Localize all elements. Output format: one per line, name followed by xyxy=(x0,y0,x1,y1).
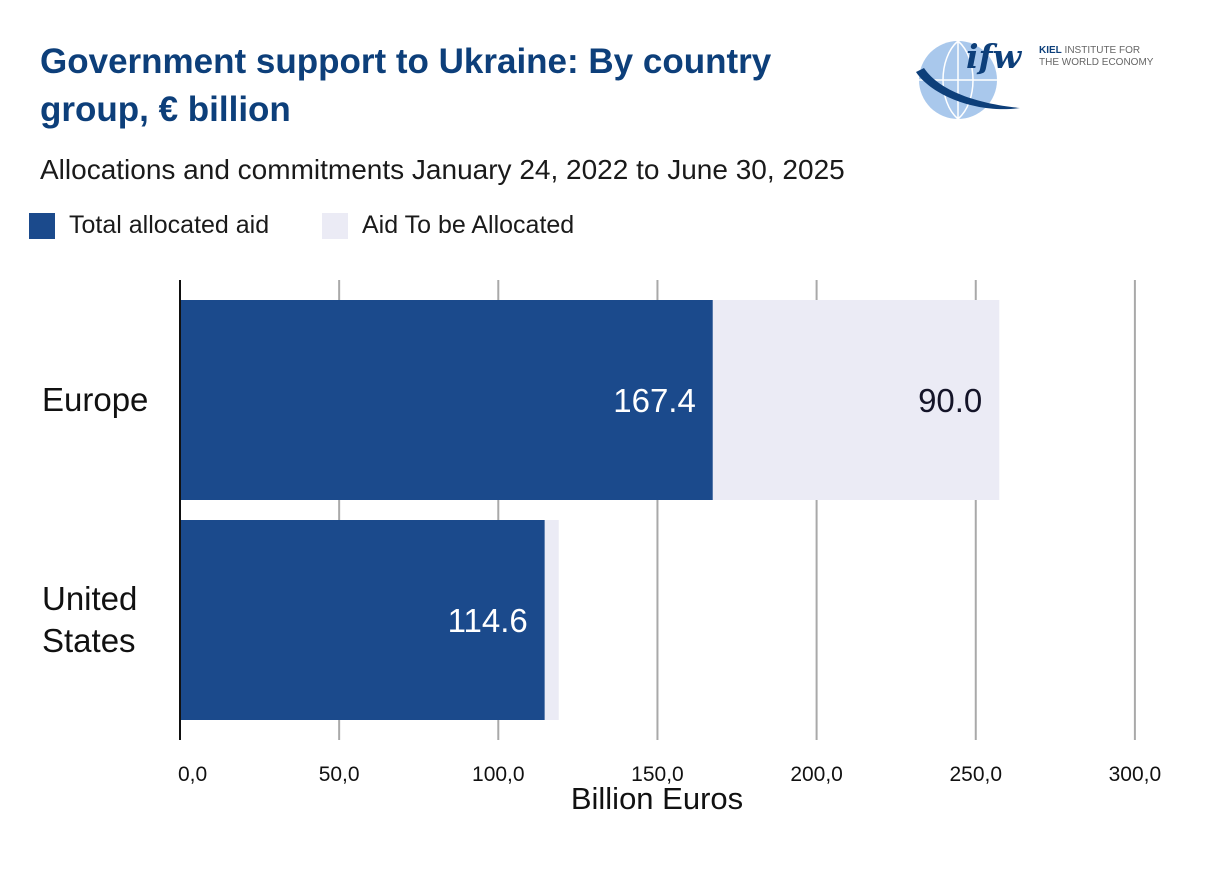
x-tick-label: 300,0 xyxy=(1109,763,1162,786)
x-tick-label: 200,0 xyxy=(790,763,843,786)
logo-line2: THE WORLD ECONOMY xyxy=(1039,57,1154,68)
bar-chart: 167.4 90.0 Europe 114.6 United States 0,0 50,0 1… xyxy=(42,280,1162,816)
bar-to-be-allocated xyxy=(712,300,1000,500)
x-tick-label: 0,0 xyxy=(178,763,207,786)
logo-kiel: KIEL xyxy=(1039,45,1062,56)
x-tick-label: 250,0 xyxy=(949,763,1002,786)
x-tick-label: 100,0 xyxy=(472,763,525,786)
legend-label-to-be-allocated: Aid To be Allocated xyxy=(362,211,575,239)
data-label: 114.6 xyxy=(448,602,528,639)
x-tick-label: 50,0 xyxy=(319,763,360,786)
chart-subtitle: Allocations and commitments January 24, … xyxy=(40,154,845,185)
legend-swatch-allocated xyxy=(29,213,55,239)
chart-title: Government support to Ukraine: By countr… xyxy=(40,42,772,129)
data-label: 90.0 xyxy=(918,382,982,419)
bar-allocated xyxy=(180,520,545,720)
data-label: 167.4 xyxy=(613,382,696,419)
ifw-wordmark: ifw xyxy=(966,38,1023,76)
legend-swatch-to-be-allocated xyxy=(322,213,348,239)
x-tick-label: 150,0 xyxy=(631,763,684,786)
svg-text:KIEL INSTITUTE FOR: KIEL INSTITUTE FOR xyxy=(1039,45,1140,56)
category-label: United States xyxy=(42,580,137,659)
x-axis-title: Billion Euros xyxy=(571,781,743,816)
legend-label-allocated: Total allocated aid xyxy=(69,211,270,239)
bar-allocated xyxy=(180,300,713,500)
category-label: Europe xyxy=(42,381,148,418)
logo-line1: INSTITUTE FOR xyxy=(1062,45,1140,56)
ifw-logo: ifw KIEL INSTITUTE FOR THE WORLD ECONOMY xyxy=(916,38,1154,120)
bar-to-be-allocated xyxy=(544,520,559,720)
